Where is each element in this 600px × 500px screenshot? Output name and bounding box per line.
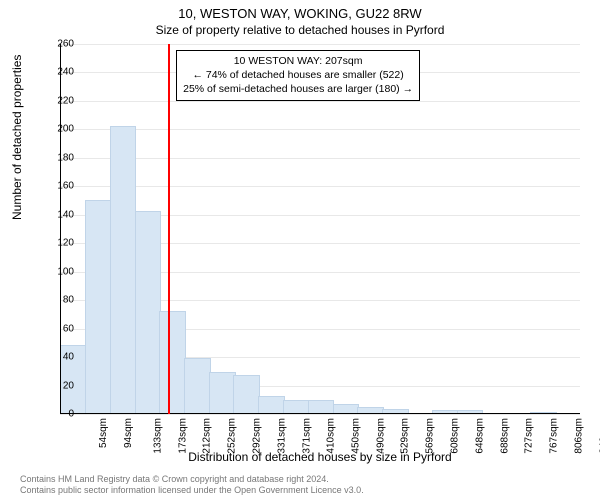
plot-area: 10 WESTON WAY: 207sqm← 74% of detached h… xyxy=(60,44,580,414)
x-tick-label: 173sqm xyxy=(177,418,188,454)
x-axis-label: Distribution of detached houses by size … xyxy=(60,450,580,464)
x-tick-label: 212sqm xyxy=(202,418,213,454)
x-tick-label: 727sqm xyxy=(524,418,535,454)
x-tick-label: 767sqm xyxy=(549,418,560,454)
y-tick-label: 40 xyxy=(63,352,74,363)
x-tick-label: 688sqm xyxy=(499,418,510,454)
histogram-bar xyxy=(258,396,285,414)
y-tick-label: 260 xyxy=(57,39,74,50)
x-tick-label: 371sqm xyxy=(301,418,312,454)
x-tick-label: 292sqm xyxy=(252,418,263,454)
x-tick-label: 252sqm xyxy=(227,418,238,454)
histogram-bar xyxy=(159,311,186,414)
histogram-bar xyxy=(135,211,162,414)
y-tick-label: 20 xyxy=(63,380,74,391)
x-tick-label: 450sqm xyxy=(351,418,362,454)
x-axis-line xyxy=(60,413,580,414)
y-axis-label: Number of detached properties xyxy=(10,55,24,220)
x-tick-label: 133sqm xyxy=(152,418,163,454)
annotation-line: ← 74% of detached houses are smaller (52… xyxy=(183,68,413,82)
y-tick-label: 160 xyxy=(57,181,74,192)
x-tick-label: 490sqm xyxy=(376,418,387,454)
histogram-bar xyxy=(184,358,211,415)
footer-attribution: Contains HM Land Registry data © Crown c… xyxy=(20,474,364,496)
footer-line-1: Contains HM Land Registry data © Crown c… xyxy=(20,474,364,485)
grid-line xyxy=(60,101,580,102)
y-tick-label: 180 xyxy=(57,152,74,163)
y-tick-label: 60 xyxy=(63,323,74,334)
annotation-line: 25% of semi-detached houses are larger (… xyxy=(183,82,413,96)
x-tick-label: 569sqm xyxy=(425,418,436,454)
x-tick-label: 608sqm xyxy=(449,418,460,454)
annotation-line: 10 WESTON WAY: 207sqm xyxy=(183,54,413,68)
x-tick-label: 806sqm xyxy=(573,418,584,454)
grid-line xyxy=(60,186,580,187)
x-tick-label: 410sqm xyxy=(326,418,337,454)
y-tick-label: 200 xyxy=(57,124,74,135)
histogram-bar xyxy=(209,372,236,414)
chart-title: 10, WESTON WAY, WOKING, GU22 8RW xyxy=(0,0,600,21)
y-tick-label: 240 xyxy=(57,67,74,78)
grid-line xyxy=(60,44,580,45)
histogram-bar xyxy=(308,400,335,414)
x-tick-label: 331sqm xyxy=(276,418,287,454)
marker-line xyxy=(168,44,170,414)
x-tick-label: 648sqm xyxy=(474,418,485,454)
x-tick-label: 529sqm xyxy=(400,418,411,454)
y-tick-label: 80 xyxy=(63,295,74,306)
grid-line xyxy=(60,414,580,415)
histogram-bar xyxy=(283,400,310,414)
footer-line-2: Contains public sector information licen… xyxy=(20,485,364,496)
y-tick-label: 140 xyxy=(57,209,74,220)
chart-subtitle: Size of property relative to detached ho… xyxy=(0,21,600,37)
histogram-bar xyxy=(85,200,112,414)
histogram-bar xyxy=(110,126,137,414)
y-tick-label: 220 xyxy=(57,95,74,106)
y-tick-label: 0 xyxy=(68,409,74,420)
grid-line xyxy=(60,129,580,130)
x-tick-label: 54sqm xyxy=(98,418,109,448)
chart-container: 10, WESTON WAY, WOKING, GU22 8RW Size of… xyxy=(0,0,600,500)
y-tick-label: 120 xyxy=(57,238,74,249)
histogram-bar xyxy=(233,375,260,414)
y-tick-label: 100 xyxy=(57,266,74,277)
annotation-box: 10 WESTON WAY: 207sqm← 74% of detached h… xyxy=(176,50,420,101)
grid-line xyxy=(60,158,580,159)
x-tick-label: 94sqm xyxy=(123,418,134,448)
